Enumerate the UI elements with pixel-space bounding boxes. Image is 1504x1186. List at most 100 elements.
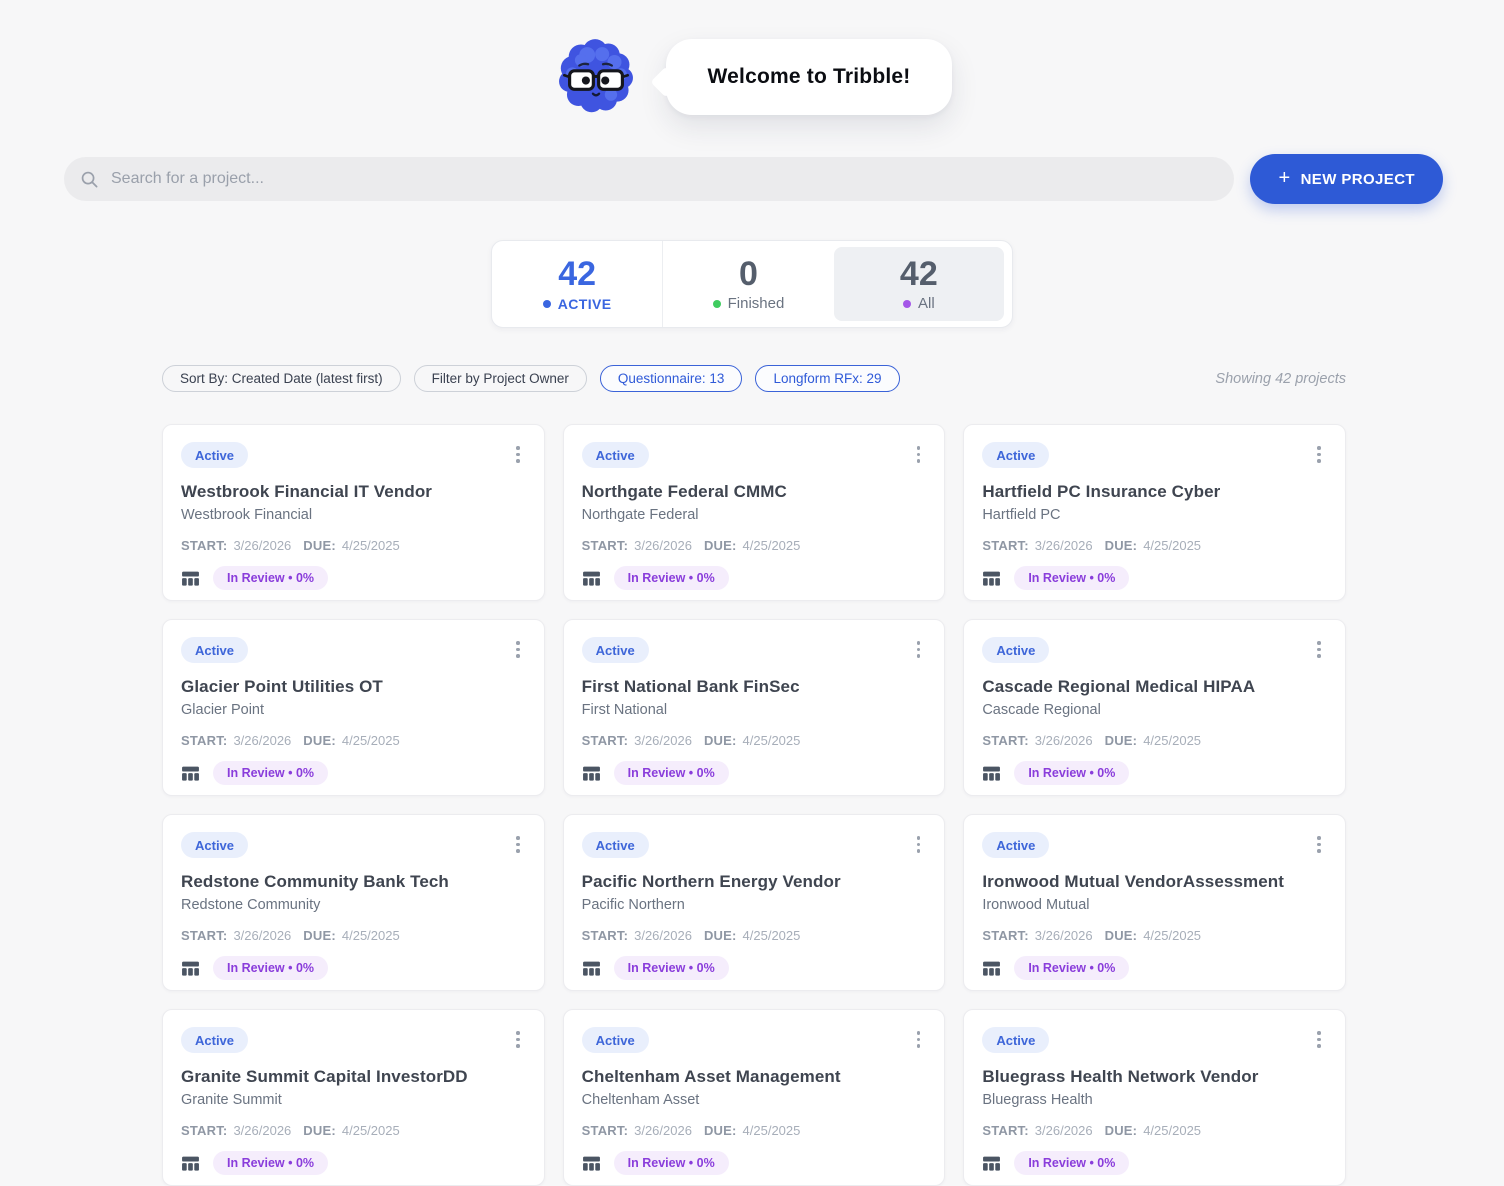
project-card[interactable]: Active Granite Summit Capital InvestorDD…	[162, 1009, 545, 1186]
card-header: Active	[581, 1027, 927, 1053]
project-company: Hartfield PC	[982, 507, 1061, 523]
due-label: DUE:	[303, 733, 336, 748]
project-card[interactable]: Active Bluegrass Health Network Vendor B…	[963, 1009, 1346, 1186]
kebab-menu-icon[interactable]	[911, 442, 927, 467]
project-stats-card: 42 ACTIVE 0 Finished 42 All	[491, 240, 1013, 328]
welcome-header: Welcome to Tribble!	[0, 0, 1504, 121]
project-dates: START: 3/26/2026 DUE: 4/25/2025	[982, 928, 1327, 943]
search-row: + NEW PROJECT	[64, 154, 1443, 204]
project-dates: START: 3/26/2026 DUE: 4/25/2025	[582, 1123, 927, 1138]
longform-rfx-filter-button[interactable]: Longform RFx: 29	[755, 365, 900, 392]
card-footer: In Review • 0%	[582, 1151, 927, 1175]
plus-icon: +	[1278, 167, 1291, 189]
review-status-badge: In Review • 0%	[213, 956, 329, 980]
kebab-menu-icon[interactable]	[1311, 637, 1327, 662]
kebab-menu-icon[interactable]	[1311, 832, 1327, 857]
kebab-menu-icon[interactable]	[510, 832, 526, 857]
project-card[interactable]: Active Westbrook Financial IT Vendor Wes…	[162, 424, 545, 601]
project-title: Cascade Regional Medical HIPAA	[982, 677, 1256, 696]
status-badge: Active	[982, 832, 1050, 858]
filter-row: Sort By: Created Date (latest first) Fil…	[162, 365, 1346, 392]
project-dates: START: 3/26/2026 DUE: 4/25/2025	[582, 538, 927, 553]
due-label: DUE:	[703, 928, 737, 943]
kebab-menu-icon[interactable]	[911, 637, 927, 662]
status-badge: Active	[581, 637, 649, 663]
welcome-speech-bubble: Welcome to Tribble!	[665, 39, 953, 115]
project-card[interactable]: Active Hartfield PC Insurance Cyber Hart…	[963, 424, 1346, 601]
project-title: Ironwood Mutual VendorAssessment	[982, 872, 1285, 891]
card-header: Active	[181, 637, 526, 663]
card-header: Active	[982, 637, 1327, 663]
new-project-button[interactable]: + NEW PROJECT	[1250, 154, 1443, 204]
due-label: DUE:	[1104, 928, 1138, 943]
due-date: 4/25/2025	[1143, 538, 1202, 553]
filter-owner-button[interactable]: Filter by Project Owner	[413, 365, 587, 392]
project-card[interactable]: Active Cheltenham Asset Management Chelt…	[562, 1009, 946, 1186]
search-input[interactable]	[111, 170, 1221, 188]
due-date: 4/25/2025	[1143, 733, 1202, 748]
stat-all[interactable]: 42 All	[833, 247, 1004, 321]
card-footer: In Review • 0%	[582, 956, 927, 980]
card-footer: In Review • 0%	[982, 566, 1327, 590]
kebab-menu-icon[interactable]	[510, 1027, 526, 1052]
card-footer: In Review • 0%	[982, 956, 1327, 980]
project-card[interactable]: Active Cascade Regional Medical HIPAA Ca…	[963, 619, 1346, 796]
sort-by-button[interactable]: Sort By: Created Date (latest first)	[162, 365, 401, 392]
due-date: 4/25/2025	[742, 1123, 801, 1138]
project-company: Westbrook Financial	[181, 507, 313, 523]
due-label: DUE:	[703, 538, 737, 553]
card-header: Active	[581, 832, 927, 858]
stat-finished[interactable]: 0 Finished	[662, 241, 833, 327]
project-card[interactable]: Active Pacific Northern Energy Vendor Pa…	[562, 814, 946, 991]
project-dates: START: 3/26/2026 DUE: 4/25/2025	[582, 733, 927, 748]
start-date: 3/26/2026	[634, 733, 692, 748]
table-icon	[181, 764, 200, 783]
questionnaire-filter-button[interactable]: Questionnaire: 13	[599, 365, 743, 392]
due-label: DUE:	[1104, 733, 1138, 748]
start-label: START:	[982, 928, 1029, 943]
active-dot-icon	[542, 299, 551, 308]
start-label: START:	[581, 733, 629, 748]
project-title: Redstone Community Bank Tech	[181, 872, 449, 891]
start-date: 3/26/2026	[1034, 733, 1093, 748]
review-status-badge: In Review • 0%	[1014, 761, 1130, 785]
project-card[interactable]: Active First National Bank FinSec First …	[562, 619, 946, 796]
project-search-box[interactable]	[64, 157, 1235, 201]
project-card[interactable]: Active Glacier Point Utilities OT Glacie…	[162, 619, 545, 796]
kebab-menu-icon[interactable]	[1311, 442, 1327, 467]
project-dates: START: 3/26/2026 DUE: 4/25/2025	[982, 538, 1327, 553]
card-footer: In Review • 0%	[582, 761, 927, 785]
stat-active[interactable]: 42 ACTIVE	[492, 241, 662, 327]
showing-projects-text: Showing 42 projects	[1215, 370, 1346, 387]
start-label: START:	[982, 1123, 1029, 1138]
review-status-badge: In Review • 0%	[1014, 1151, 1130, 1175]
project-card[interactable]: Active Northgate Federal CMMC Northgate …	[562, 424, 946, 601]
table-icon	[982, 959, 1001, 978]
table-icon	[982, 764, 1001, 783]
review-status-badge: In Review • 0%	[613, 566, 729, 590]
mascot-mouth	[591, 92, 600, 97]
kebab-menu-icon[interactable]	[1311, 1027, 1327, 1052]
status-badge: Active	[982, 1027, 1050, 1053]
project-card[interactable]: Active Redstone Community Bank Tech Reds…	[162, 814, 545, 991]
kebab-menu-icon[interactable]	[510, 637, 526, 662]
status-badge: Active	[181, 1027, 249, 1053]
review-status-badge: In Review • 0%	[1014, 566, 1130, 590]
project-company: Granite Summit	[181, 1092, 282, 1108]
project-title: Pacific Northern Energy Vendor	[581, 872, 841, 891]
project-dates: START: 3/26/2026 DUE: 4/25/2025	[181, 733, 526, 748]
start-label: START:	[181, 1123, 228, 1138]
kebab-menu-icon[interactable]	[911, 832, 927, 857]
start-label: START:	[181, 928, 228, 943]
kebab-menu-icon[interactable]	[911, 1027, 927, 1052]
project-dates: START: 3/26/2026 DUE: 4/25/2025	[181, 1123, 526, 1138]
due-label: DUE:	[303, 538, 336, 553]
table-icon	[181, 959, 200, 978]
status-badge: Active	[181, 637, 249, 663]
start-date: 3/26/2026	[634, 538, 692, 553]
status-badge: Active	[982, 637, 1050, 663]
project-company: Cascade Regional	[982, 702, 1101, 718]
kebab-menu-icon[interactable]	[510, 442, 526, 467]
project-company: Glacier Point	[181, 702, 265, 718]
project-card[interactable]: Active Ironwood Mutual VendorAssessment …	[963, 814, 1346, 991]
